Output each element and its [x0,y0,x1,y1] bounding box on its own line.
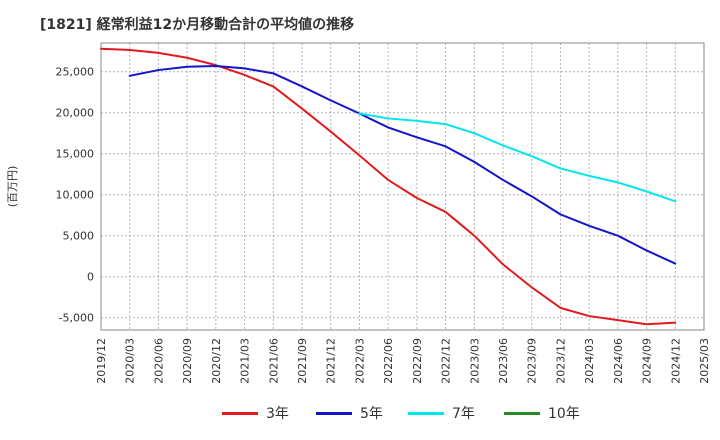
x-tick-label: 2023/09 [526,338,539,384]
series-line-7年 [358,112,677,203]
x-tick-label: 2024/12 [669,338,682,384]
legend-item: 5年 [316,403,383,423]
x-tick-label: 2022/09 [411,338,424,384]
x-tick-label: 2022/03 [353,338,366,384]
legend-label: 10年 [548,406,580,422]
y-tick-label: 15,000 [56,148,95,161]
plot-border [100,42,705,331]
y-axis-label: (百万円) [6,166,19,208]
x-tick-label: 2021/09 [296,338,309,384]
x-tick-label: 2020/03 [124,338,137,384]
x-tick-label: 2022/12 [440,338,453,384]
y-tick-label: 10,000 [56,189,95,202]
legend-swatch [222,411,258,415]
legend-swatch [408,411,444,415]
plot-area [101,43,704,330]
x-tick-label: 2023/06 [497,338,510,384]
series-line-3年 [100,47,677,326]
x-tick-label: 2021/03 [239,338,252,384]
x-tick-label: 2025/03 [698,338,711,384]
y-tick-label: 5,000 [63,230,95,243]
x-tick-label: 2024/06 [612,338,625,384]
y-tick-label: 0 [87,271,94,284]
legend-label: 5年 [360,406,383,422]
x-tick-label: 2020/06 [152,338,165,384]
x-tick-label: 2023/12 [554,338,567,384]
x-tick-label: 2020/09 [181,338,194,384]
y-tick-label: 20,000 [56,107,95,120]
x-tick-label: 2024/03 [583,338,596,384]
y-tick-label: -5,000 [59,312,94,325]
x-tick-label: 2019/12 [95,338,108,384]
legend-label: 3年 [266,406,289,422]
legend-item: 7年 [408,403,475,423]
x-tick-label: 2021/06 [267,338,280,384]
legend-swatch [504,411,540,415]
chart-title: [1821] 経常利益12か月移動合計の平均値の推移 [40,17,355,33]
x-tick-label: 2022/06 [382,338,395,384]
x-tick-label: 2021/12 [325,338,338,384]
legend-swatch [316,411,352,415]
legend-label: 7年 [452,406,475,422]
x-tick-label: 2024/09 [641,338,654,384]
legend: 3年 5年 7年 10年 [0,403,720,427]
series-line-5年 [128,64,677,265]
legend-item: 3年 [222,403,289,423]
x-tick-label: 2020/12 [210,338,223,384]
legend-item: 10年 [504,403,580,423]
y-tick-label: 25,000 [56,66,95,79]
x-tick-label: 2023/03 [468,338,481,384]
